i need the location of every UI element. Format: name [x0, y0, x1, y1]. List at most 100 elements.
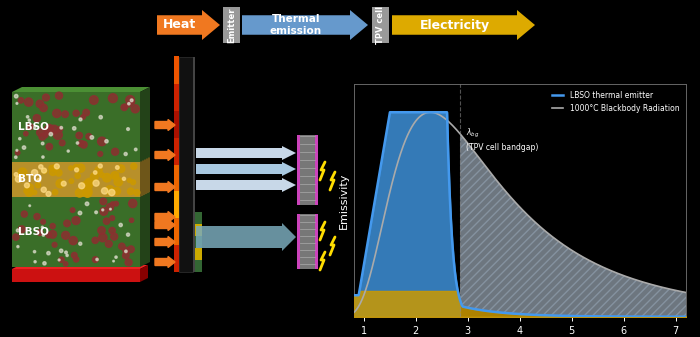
FancyArrow shape — [196, 223, 296, 251]
Circle shape — [103, 174, 111, 182]
FancyArrow shape — [155, 150, 175, 160]
Text: BTO: BTO — [18, 175, 42, 184]
Circle shape — [46, 232, 52, 238]
Circle shape — [72, 216, 80, 224]
Circle shape — [109, 227, 116, 234]
Circle shape — [78, 242, 82, 245]
1000°C Blackbody Radiation — [553, 238, 561, 242]
Circle shape — [35, 182, 41, 188]
Polygon shape — [242, 10, 368, 40]
Bar — [300, 214, 315, 269]
Circle shape — [94, 211, 97, 214]
Circle shape — [64, 220, 70, 227]
Bar — [192, 248, 202, 260]
Circle shape — [34, 250, 36, 253]
Circle shape — [73, 110, 79, 116]
Circle shape — [92, 237, 99, 243]
Circle shape — [100, 198, 106, 205]
Polygon shape — [140, 87, 150, 162]
Bar — [174, 190, 179, 218]
Text: Heat: Heat — [163, 19, 196, 31]
Circle shape — [108, 189, 115, 196]
Circle shape — [121, 104, 127, 111]
Circle shape — [127, 188, 134, 195]
Bar — [192, 260, 202, 272]
Circle shape — [51, 164, 59, 172]
Circle shape — [99, 173, 104, 177]
Circle shape — [95, 167, 102, 174]
Circle shape — [16, 149, 18, 151]
Polygon shape — [12, 192, 150, 197]
1000°C Blackbody Radiation — [544, 231, 552, 235]
Circle shape — [134, 190, 140, 195]
Circle shape — [67, 150, 69, 152]
Circle shape — [16, 102, 18, 104]
Polygon shape — [157, 10, 220, 40]
Circle shape — [27, 116, 29, 118]
Circle shape — [43, 133, 48, 138]
Circle shape — [108, 94, 118, 103]
Circle shape — [29, 205, 31, 207]
Circle shape — [46, 191, 51, 196]
LBSO thermal emitter — [544, 313, 552, 317]
Circle shape — [124, 152, 127, 156]
Circle shape — [60, 140, 65, 146]
Circle shape — [98, 227, 105, 234]
Circle shape — [127, 102, 130, 105]
Circle shape — [49, 165, 54, 170]
Circle shape — [80, 115, 85, 119]
Circle shape — [33, 115, 41, 122]
Bar — [174, 136, 179, 164]
Circle shape — [40, 104, 48, 112]
Circle shape — [25, 98, 33, 106]
FancyArrow shape — [196, 146, 296, 160]
Circle shape — [106, 186, 114, 194]
Circle shape — [127, 233, 130, 236]
Circle shape — [80, 141, 88, 148]
Circle shape — [134, 148, 137, 151]
Bar — [297, 135, 300, 205]
Circle shape — [27, 124, 33, 130]
Polygon shape — [12, 157, 150, 162]
Text: $\lambda_{bg}$
(TPV cell bandgap): $\lambda_{bg}$ (TPV cell bandgap) — [466, 127, 538, 152]
Circle shape — [85, 182, 92, 189]
1000°C Blackbody Radiation — [344, 314, 353, 318]
Circle shape — [85, 178, 93, 186]
Circle shape — [49, 132, 52, 136]
Circle shape — [55, 170, 62, 176]
Polygon shape — [12, 265, 148, 269]
Circle shape — [42, 169, 47, 174]
Circle shape — [59, 257, 64, 263]
Circle shape — [60, 126, 62, 129]
Circle shape — [18, 98, 24, 103]
Bar — [192, 236, 202, 248]
Circle shape — [98, 164, 102, 168]
Circle shape — [127, 246, 134, 253]
Circle shape — [93, 180, 99, 186]
Circle shape — [38, 165, 43, 169]
Circle shape — [125, 250, 127, 253]
Circle shape — [110, 216, 115, 220]
Bar — [300, 135, 315, 205]
Circle shape — [24, 131, 28, 136]
Circle shape — [127, 178, 132, 182]
1000°C Blackbody Radiation — [687, 292, 695, 296]
Text: Emitter: Emitter — [227, 7, 236, 43]
Circle shape — [90, 96, 98, 104]
Circle shape — [119, 223, 122, 227]
Circle shape — [85, 202, 89, 206]
Circle shape — [73, 127, 76, 130]
Circle shape — [102, 209, 104, 211]
Circle shape — [127, 102, 132, 107]
Circle shape — [42, 156, 44, 158]
Circle shape — [130, 99, 133, 102]
Circle shape — [122, 252, 130, 259]
Circle shape — [114, 178, 122, 186]
Circle shape — [100, 208, 108, 215]
Circle shape — [18, 226, 25, 233]
FancyArrow shape — [155, 212, 175, 222]
Polygon shape — [140, 265, 148, 282]
Circle shape — [50, 125, 59, 134]
LBSO thermal emitter — [553, 314, 561, 318]
Circle shape — [130, 99, 134, 104]
